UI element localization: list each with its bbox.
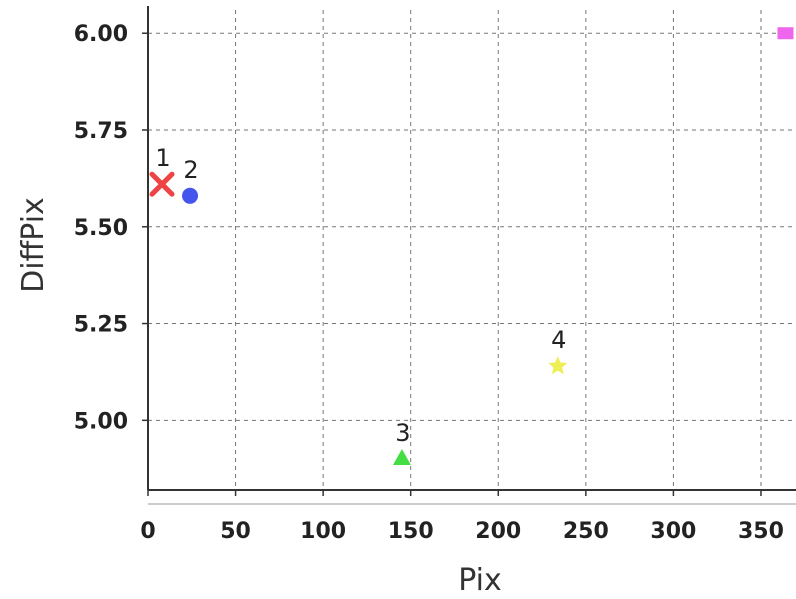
data-point-label: 4 [551, 326, 566, 354]
x-tick-label: 50 [220, 519, 251, 544]
x-ticks: 0 50 100 150 200 250 300 350 [140, 490, 784, 544]
data-point-circle [182, 187, 199, 204]
data-point-label: 3 [395, 419, 410, 447]
x-tick-label: 100 [300, 519, 346, 544]
data-point-triangle [392, 449, 411, 466]
y-tick-label: 5.50 [74, 216, 128, 241]
grid [148, 10, 796, 490]
data-point-square [777, 27, 794, 40]
x-axis-title: Pix [458, 563, 502, 598]
y-axis-title: DiffPix [16, 197, 51, 293]
x-tick-label: 200 [475, 519, 521, 544]
x-tick-label: 300 [650, 519, 696, 544]
y-tick-label: 5.25 [74, 313, 128, 338]
x-tick-label: 350 [738, 519, 784, 544]
axes [147, 6, 796, 505]
x-tick-label: 250 [563, 519, 609, 544]
x-tick-label: 150 [388, 519, 434, 544]
y-ticks: 5.00 5.25 5.50 5.75 6.00 [74, 22, 148, 434]
x-tick-label: 0 [140, 519, 155, 544]
data-point-star [548, 356, 568, 375]
data-point-label: 2 [183, 156, 198, 184]
data-points: 1 2 3 4 [149, 27, 794, 466]
data-point-label: 1 [155, 144, 170, 172]
y-tick-label: 6.00 [74, 22, 128, 47]
y-tick-label: 5.75 [74, 119, 128, 144]
y-tick-label: 5.00 [74, 409, 128, 434]
data-point-x [149, 171, 175, 197]
